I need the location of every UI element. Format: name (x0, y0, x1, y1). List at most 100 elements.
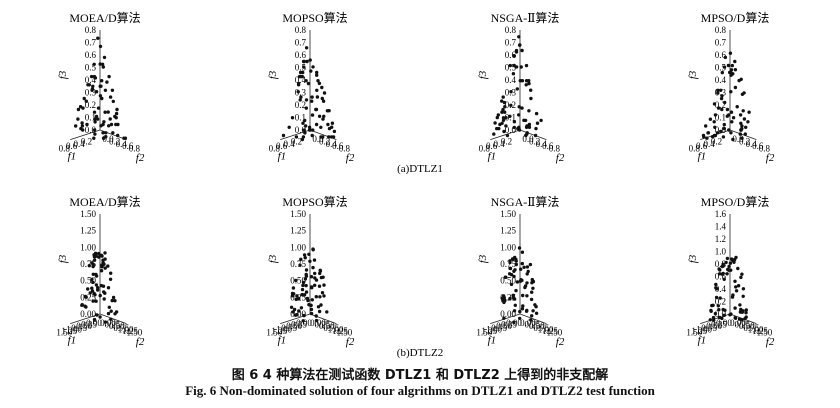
data-point (97, 255, 101, 259)
panel-title: MOEA/D算法 (69, 194, 140, 209)
data-point (94, 90, 99, 94)
data-point (517, 113, 521, 117)
f2-tick-label: 1.50 (547, 328, 563, 338)
f1-tick-label: 0.6 (486, 141, 498, 151)
data-point (315, 95, 320, 99)
data-point (709, 308, 713, 313)
data-point (94, 299, 98, 303)
f2-tick-label: 1.50 (127, 328, 143, 338)
data-point (722, 126, 726, 131)
f2-tick-label: 0.50 (739, 321, 755, 331)
data-point (320, 291, 325, 295)
data-point (517, 105, 521, 109)
data-point (94, 283, 99, 287)
f3-tick-label: 1.25 (500, 226, 516, 236)
data-point (93, 132, 97, 136)
f2-tick-label: 0.8 (339, 144, 351, 154)
data-point (315, 70, 319, 75)
data-point (95, 117, 100, 121)
data-point (500, 110, 504, 114)
f3-axis-label: f3 (267, 254, 279, 263)
f3-tick-label: 0.4 (715, 284, 727, 294)
data-point (727, 128, 731, 132)
data-point (109, 271, 113, 275)
data-point (496, 113, 500, 117)
data-point (729, 110, 734, 114)
data-point (716, 88, 720, 93)
data-point (512, 269, 516, 273)
f3-tick-label: 0.3 (295, 88, 307, 98)
data-point (80, 121, 84, 125)
data-point (513, 303, 517, 307)
data-point (508, 296, 512, 301)
data-point (88, 291, 92, 295)
data-point (315, 88, 319, 93)
f2-axis-label: f2 (556, 152, 565, 164)
f3-axis-label: f3 (477, 254, 489, 263)
f3-tick-label: 0.75 (80, 259, 96, 269)
data-point (720, 70, 724, 75)
data-point (303, 118, 307, 123)
data-point (106, 264, 110, 268)
data-point (718, 296, 722, 300)
f2-tick-label: 1.50 (757, 328, 773, 338)
data-point (512, 54, 516, 58)
data-point (297, 309, 301, 313)
data-point (493, 121, 497, 125)
data-point (723, 308, 727, 312)
data-point (92, 255, 97, 259)
data-point (305, 59, 309, 64)
data-point (304, 290, 309, 294)
data-point (91, 84, 95, 89)
data-point (322, 294, 326, 298)
data-point (309, 69, 313, 73)
data-point (84, 295, 88, 299)
data-point (509, 273, 514, 277)
f1-tick-label: 0.75 (701, 323, 717, 333)
f2-tick-label: 1.00 (748, 324, 764, 334)
data-point (76, 117, 80, 121)
data-point (102, 120, 106, 124)
data-point (90, 261, 94, 265)
data-point (289, 305, 294, 309)
f3-tick-label: 0.5 (85, 63, 97, 73)
f2-tick-label: 0.0 (312, 134, 324, 144)
data-point (731, 137, 735, 142)
f2-tick-label: 0.50 (319, 321, 335, 331)
data-point (529, 88, 533, 92)
data-point (518, 316, 522, 321)
f3-tick-label: 0.0 (505, 125, 517, 135)
data-point (529, 96, 533, 101)
data-point (501, 116, 506, 120)
data-point (310, 113, 315, 117)
f1-tick-label: 0.50 (496, 321, 512, 331)
data-point (96, 106, 101, 110)
f2-axis-line (99, 313, 127, 324)
f2-axis-line (729, 129, 757, 140)
data-point (522, 118, 526, 123)
data-point (501, 118, 506, 123)
data-point (321, 135, 325, 139)
f3-tick-label: 0.7 (85, 38, 97, 48)
f1-axis-label: f1 (698, 334, 707, 346)
data-point (287, 125, 291, 129)
f1-tick-label: 0.25 (291, 320, 307, 330)
f3-tick-label: 1.6 (715, 209, 727, 219)
data-point (519, 65, 523, 69)
f2-tick-label: 0.25 (315, 320, 331, 330)
data-point (321, 99, 326, 103)
data-point (322, 114, 326, 119)
data-point (717, 315, 721, 320)
data-point (302, 59, 306, 64)
f1-tick-label: 0.00 (716, 318, 732, 328)
data-point (501, 95, 505, 99)
data-point (304, 268, 309, 272)
data-point (304, 46, 309, 50)
figure-caption-chinese: 图 6 4 种算法在测试函数 DTLZ1 和 DTLZ2 上得到的非支配解 (231, 368, 609, 383)
f1-tick-label: 1.50 (476, 328, 492, 338)
f3-tick-label: 0.7 (715, 38, 727, 48)
f3-tick-label: 1.00 (290, 242, 306, 252)
data-point (101, 65, 106, 69)
data-point (740, 136, 744, 140)
data-point (501, 107, 505, 112)
